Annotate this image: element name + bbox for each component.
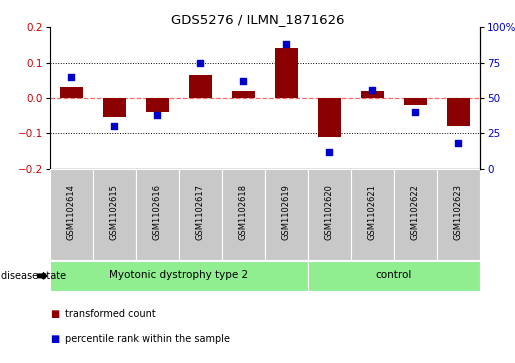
Bar: [404, 98, 427, 105]
Point: [282, 41, 290, 47]
Text: GSM1102614: GSM1102614: [67, 184, 76, 240]
Bar: [146, 98, 169, 112]
Bar: [232, 91, 255, 98]
Bar: [274, 48, 298, 98]
Point: [67, 74, 76, 79]
Point: [454, 140, 462, 146]
Point: [196, 60, 204, 65]
Point: [110, 123, 118, 129]
Text: disease state: disease state: [1, 271, 66, 281]
Bar: [437, 169, 480, 260]
Text: percentile rank within the sample: percentile rank within the sample: [65, 334, 230, 344]
Text: GDS5276 / ILMN_1871626: GDS5276 / ILMN_1871626: [171, 13, 344, 26]
Point: [368, 87, 376, 93]
Bar: [222, 169, 265, 260]
Point: [153, 112, 162, 118]
Bar: [50, 261, 308, 290]
Bar: [188, 75, 212, 98]
Bar: [102, 98, 126, 118]
Text: GSM1102621: GSM1102621: [368, 184, 377, 240]
Bar: [93, 169, 136, 260]
Point: [411, 109, 420, 115]
Bar: [318, 98, 341, 137]
Text: ■: ■: [50, 309, 59, 319]
Bar: [265, 169, 308, 260]
Bar: [50, 169, 93, 260]
Text: GSM1102615: GSM1102615: [110, 184, 119, 240]
Text: control: control: [376, 270, 412, 280]
Bar: [308, 169, 351, 260]
Bar: [394, 169, 437, 260]
Text: GSM1102623: GSM1102623: [454, 184, 463, 240]
Bar: [360, 91, 384, 98]
Bar: [447, 98, 470, 126]
Bar: [351, 169, 394, 260]
Text: GSM1102617: GSM1102617: [196, 184, 205, 240]
Point: [325, 149, 334, 155]
Text: GSM1102622: GSM1102622: [411, 184, 420, 240]
Text: transformed count: transformed count: [65, 309, 156, 319]
Text: ■: ■: [50, 334, 59, 344]
Bar: [179, 169, 222, 260]
Text: GSM1102620: GSM1102620: [325, 184, 334, 240]
Text: Myotonic dystrophy type 2: Myotonic dystrophy type 2: [109, 270, 249, 280]
Bar: [60, 87, 83, 98]
Bar: [308, 261, 480, 290]
Bar: [136, 169, 179, 260]
Point: [239, 78, 248, 84]
Text: GSM1102619: GSM1102619: [282, 184, 291, 240]
Text: GSM1102616: GSM1102616: [153, 184, 162, 240]
Text: GSM1102618: GSM1102618: [239, 184, 248, 240]
